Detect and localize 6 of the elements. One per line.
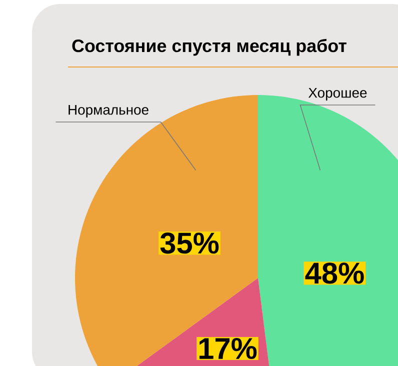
slice-label: Хорошее [308,88,367,100]
data-label: 35% [160,232,219,254]
slice-label: Нормальное [68,104,148,118]
chart-title: Состояние спустя месяц работ [72,38,346,56]
data-label: 17% [199,338,257,360]
data-label: 48% [305,262,364,284]
